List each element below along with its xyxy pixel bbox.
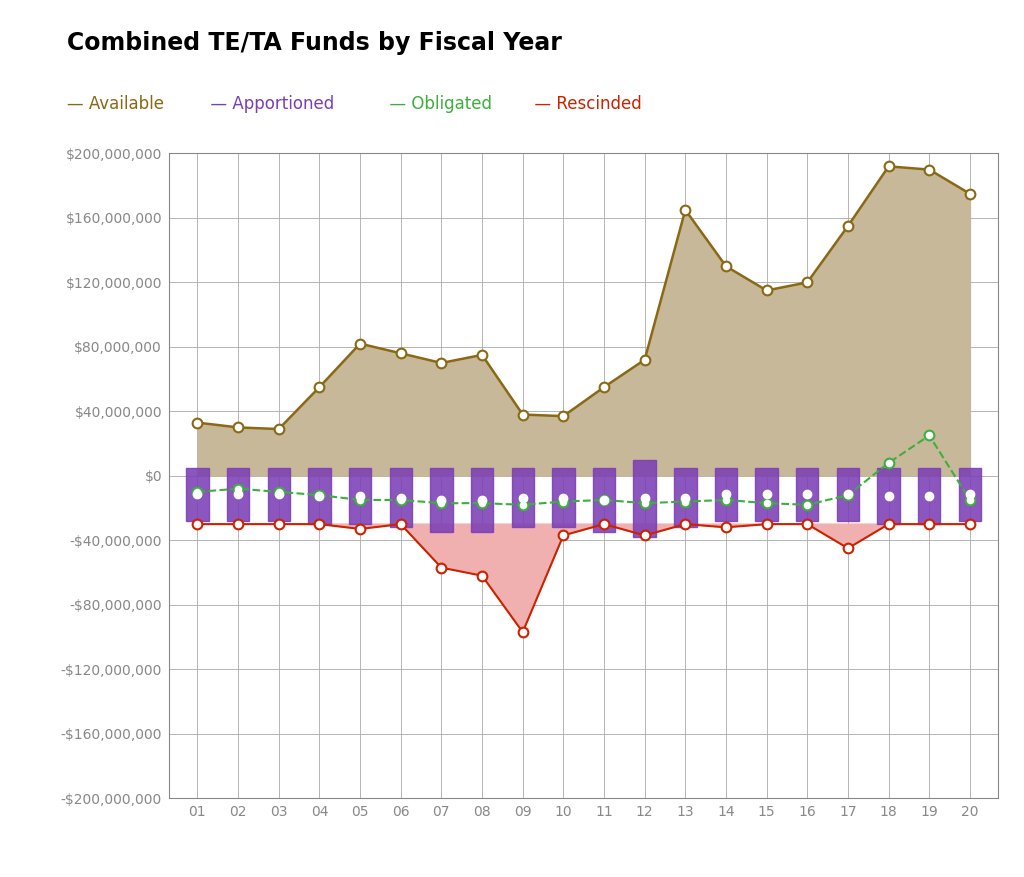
Bar — [756, 467, 778, 521]
Bar — [552, 467, 574, 527]
Bar — [349, 467, 372, 524]
Bar — [878, 467, 900, 524]
Bar — [267, 467, 290, 521]
Text: — Apportioned: — Apportioned — [200, 95, 334, 113]
Text: — Available: — Available — [67, 95, 164, 113]
Bar — [837, 467, 859, 521]
Bar — [389, 467, 412, 527]
Text: Combined TE/TA Funds by Fiscal Year: Combined TE/TA Funds by Fiscal Year — [67, 31, 561, 54]
Bar — [308, 467, 331, 524]
Bar — [430, 467, 453, 532]
Bar — [919, 467, 940, 524]
Bar — [227, 467, 249, 521]
Bar — [512, 467, 534, 527]
Bar — [471, 467, 494, 532]
Bar — [796, 467, 818, 521]
Text: — Rescinded: — Rescinded — [524, 95, 642, 113]
Bar — [958, 467, 981, 521]
Text: — Obligated: — Obligated — [379, 95, 492, 113]
Bar — [634, 460, 655, 537]
Bar — [186, 467, 209, 521]
Bar — [674, 467, 696, 527]
Bar — [593, 467, 615, 532]
Bar — [715, 467, 737, 521]
